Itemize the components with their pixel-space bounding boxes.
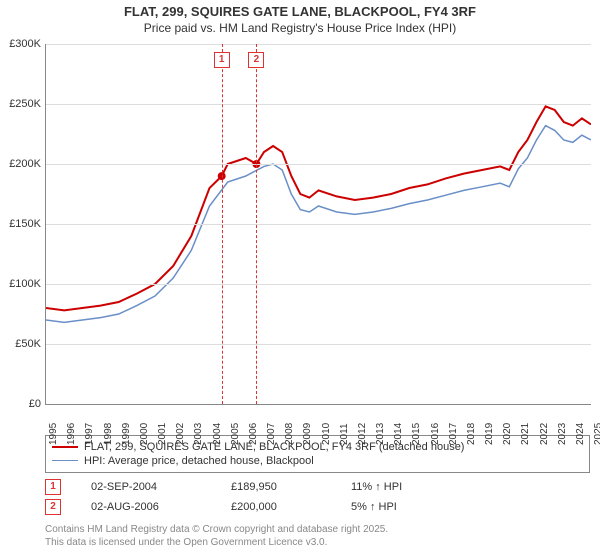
footer-line2: This data is licensed under the Open Gov… [45, 536, 590, 549]
x-axis-label: 2008 [284, 423, 295, 445]
event-date: 02-AUG-2006 [91, 501, 201, 513]
event-row: 1 02-SEP-2004 £189,950 11% ↑ HPI [45, 477, 590, 497]
x-axis-label: 2020 [502, 423, 513, 445]
x-axis-label: 2009 [302, 423, 313, 445]
x-axis-label: 2001 [157, 423, 168, 445]
y-axis-label: £50K [15, 338, 41, 350]
event-badge: 2 [45, 499, 61, 515]
x-axis-label: 2002 [175, 423, 186, 445]
marker-badge: 1 [214, 52, 230, 68]
footer: Contains HM Land Registry data © Crown c… [45, 523, 590, 549]
x-axis-label: 2006 [248, 423, 259, 445]
event-pct: 11% ↑ HPI [351, 481, 441, 493]
x-axis-label: 1999 [121, 423, 132, 445]
series-line [46, 106, 591, 310]
x-axis-label: 2021 [520, 423, 531, 445]
chart-title: FLAT, 299, SQUIRES GATE LANE, BLACKPOOL,… [0, 0, 600, 21]
x-axis-label: 2005 [230, 423, 241, 445]
footer-line1: Contains HM Land Registry data © Crown c… [45, 523, 590, 536]
x-axis-label: 2014 [393, 423, 404, 445]
x-axis-label: 2000 [139, 423, 150, 445]
x-axis-label: 2025 [593, 423, 600, 445]
marker-badge: 2 [248, 52, 264, 68]
x-axis-label: 2016 [430, 423, 441, 445]
events-table: 1 02-SEP-2004 £189,950 11% ↑ HPI 2 02-AUG-200… [45, 477, 590, 517]
legend-swatch [52, 460, 78, 461]
event-price: £200,000 [231, 501, 321, 513]
y-axis-label: £150K [9, 218, 41, 230]
event-row: 2 02-AUG-2006 £200,000 5% ↑ HPI [45, 497, 590, 517]
event-pct: 5% ↑ HPI [351, 501, 441, 513]
x-axis-label: 1998 [103, 423, 114, 445]
x-axis-label: 2012 [357, 423, 368, 445]
x-axis-label: 2024 [575, 423, 586, 445]
chart-subtitle: Price paid vs. HM Land Registry's House … [0, 21, 600, 39]
y-axis-label: £300K [9, 38, 41, 50]
x-axis-label: 2007 [266, 423, 277, 445]
x-axis-label: 2003 [193, 423, 204, 445]
x-axis-label: 2017 [448, 423, 459, 445]
x-axis-label: 2010 [321, 423, 332, 445]
legend-row: HPI: Average price, detached house, Blac… [52, 454, 583, 468]
x-axis-label: 1995 [48, 423, 59, 445]
legend-swatch [52, 446, 78, 448]
x-axis-label: 2023 [557, 423, 568, 445]
event-date: 02-SEP-2004 [91, 481, 201, 493]
chart-area: £0£50K£100K£150K£200K£250K£300K 12 19951… [0, 39, 600, 429]
y-axis-label: £100K [9, 278, 41, 290]
x-axis-label: 2018 [466, 423, 477, 445]
x-axis-label: 2022 [539, 423, 550, 445]
marker-line [256, 44, 257, 404]
legend-label: HPI: Average price, detached house, Blac… [84, 455, 314, 467]
x-axis-label: 2019 [484, 423, 495, 445]
x-axis-label: 2015 [411, 423, 422, 445]
x-axis-label: 1996 [66, 423, 77, 445]
x-axis-label: 2013 [375, 423, 386, 445]
y-axis-label: £200K [9, 158, 41, 170]
y-axis-label: £250K [9, 98, 41, 110]
y-axis-label: £0 [29, 398, 41, 410]
x-axis-label: 1997 [84, 423, 95, 445]
x-axis-label: 2004 [212, 423, 223, 445]
event-price: £189,950 [231, 481, 321, 493]
x-axis-label: 2011 [339, 423, 350, 445]
marker-line [222, 44, 223, 404]
plot-area: 12 [45, 44, 591, 405]
event-badge: 1 [45, 479, 61, 495]
